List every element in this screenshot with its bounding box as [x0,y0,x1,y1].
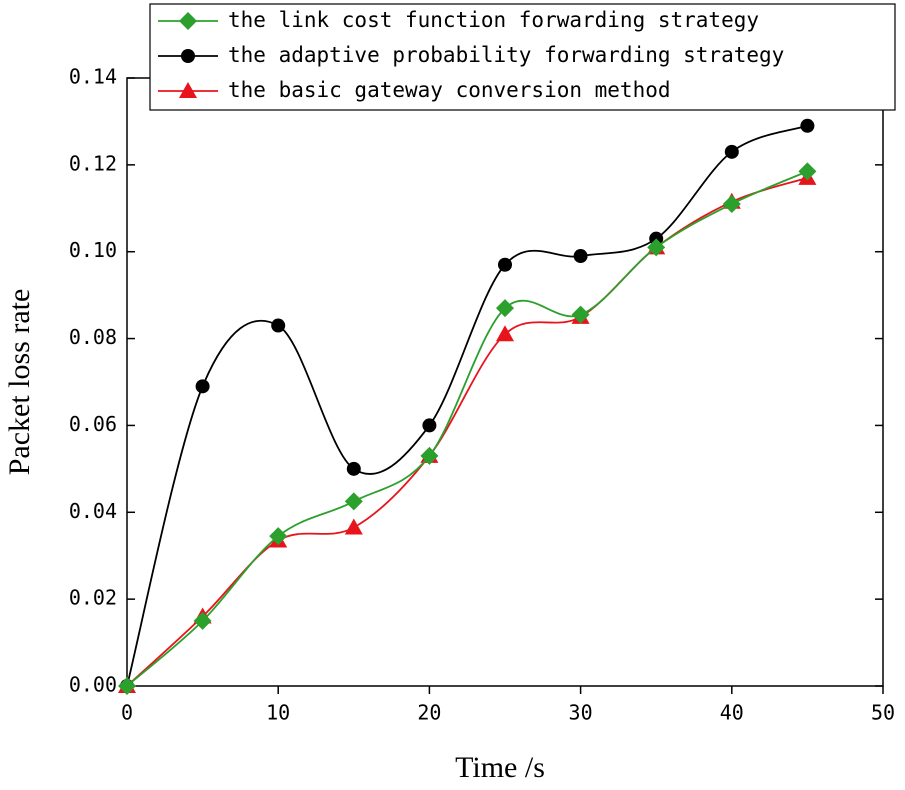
data-point [496,325,514,342]
y-tick-label: 0.10 [69,238,117,262]
series-line [126,124,808,687]
data-point [422,418,437,433]
data-point [498,257,512,272]
data-point [722,194,741,213]
legend-box [149,3,896,111]
legend-marker [179,82,197,98]
data-point [346,461,361,476]
y-tick-label: 0.14 [69,65,117,89]
data-point [344,492,363,511]
legend-marker [181,49,195,63]
x-tick-label: 10 [266,701,290,725]
x-tick-label: 20 [417,701,441,725]
plot-frame [126,77,884,687]
x-tick-label: 50 [871,701,895,725]
data-point [798,162,817,181]
data-point [271,318,286,333]
y-tick-label: 0.04 [69,499,117,523]
data-point [800,118,815,133]
data-point [269,527,288,546]
legend-label: the link cost function forwarding strate… [228,8,759,32]
x-tick-label: 0 [121,701,133,725]
y-tick-label: 0.08 [69,325,117,349]
data-point [571,305,590,324]
y-tick-label: 0.12 [69,151,117,175]
legend-label: the adaptive probability forwarding stra… [228,43,784,67]
legend-label: the basic gateway conversion method [228,78,671,102]
x-tick-label: 40 [720,701,744,725]
data-point [195,379,210,394]
data-point [573,249,588,264]
y-axis-label: Packet loss rate [3,289,36,476]
data-point [724,144,739,159]
data-point [647,238,666,257]
x-tick-label: 30 [569,701,593,725]
y-tick-label: 0.00 [69,673,117,697]
data-point [344,518,363,535]
data-point [193,611,212,630]
x-axis-label: Time /s [455,751,545,784]
data-point [118,677,136,695]
y-tick-label: 0.06 [69,412,117,436]
data-point [420,446,439,465]
y-tick-label: 0.02 [69,586,117,610]
series-line [126,177,808,687]
legend-marker [179,12,197,30]
series-line [126,170,808,687]
data-point [496,299,514,318]
